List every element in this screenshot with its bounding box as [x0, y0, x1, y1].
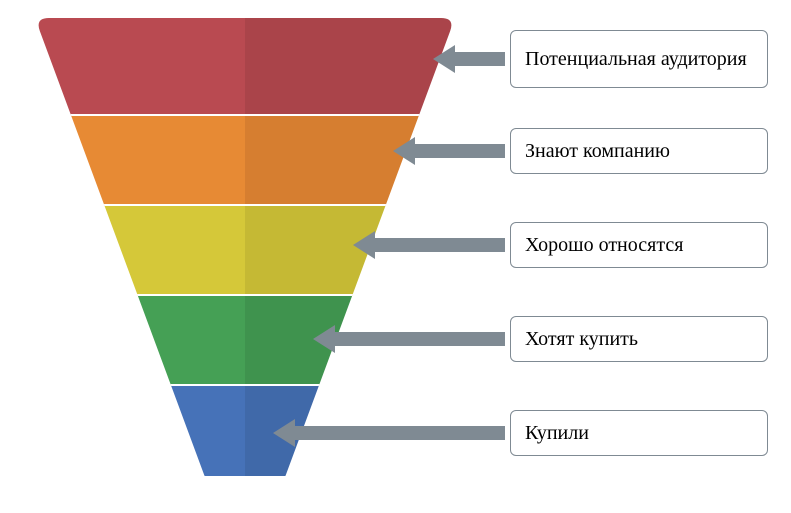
stage-label-box-2: Хорошо относятся	[510, 222, 768, 268]
arrow-0	[433, 45, 505, 73]
arrow-2	[353, 231, 505, 259]
stage-label-box-3: Хотят купить	[510, 316, 768, 362]
arrow-1	[393, 137, 505, 165]
funnel-diagram: Потенциальная аудитория Знают компанию Х…	[0, 0, 791, 513]
stage-label-4: Купили	[525, 422, 589, 445]
arrow-4	[273, 419, 505, 447]
stage-label-0: Потенциальная аудитория	[525, 48, 747, 71]
stage-label-1: Знают компанию	[525, 140, 670, 163]
stage-label-box-0: Потенциальная аудитория	[510, 30, 768, 88]
stage-label-box-1: Знают компанию	[510, 128, 768, 174]
stage-label-box-4: Купили	[510, 410, 768, 456]
arrow-3	[313, 325, 505, 353]
stage-label-2: Хорошо относятся	[525, 234, 683, 257]
stage-label-3: Хотят купить	[525, 328, 638, 351]
